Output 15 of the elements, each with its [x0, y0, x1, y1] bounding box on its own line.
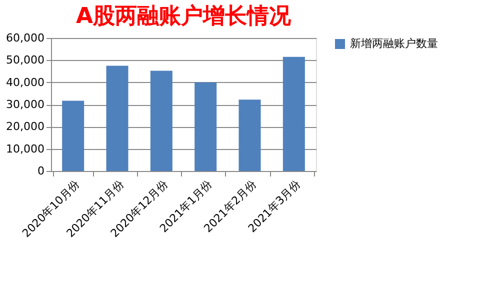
- bar: [238, 100, 261, 171]
- y-tick-label: 60,000: [6, 32, 44, 44]
- bar: [150, 70, 172, 171]
- bar: [282, 56, 305, 171]
- y-tick-label: 40,000: [6, 76, 44, 89]
- bar: [106, 66, 128, 171]
- y-tick-label: 10,000: [6, 142, 44, 156]
- y-tick-label: 50,000: [6, 54, 44, 67]
- chart-title: A股两融账户增长情况: [76, 3, 292, 29]
- legend-label: 新增两融账户数量: [350, 37, 438, 50]
- bar: [62, 100, 84, 171]
- y-tick-label: 30,000: [6, 98, 44, 111]
- bar: [194, 82, 217, 171]
- y-tick-label: 20,000: [6, 120, 44, 134]
- y-tick-label: 0: [38, 164, 44, 178]
